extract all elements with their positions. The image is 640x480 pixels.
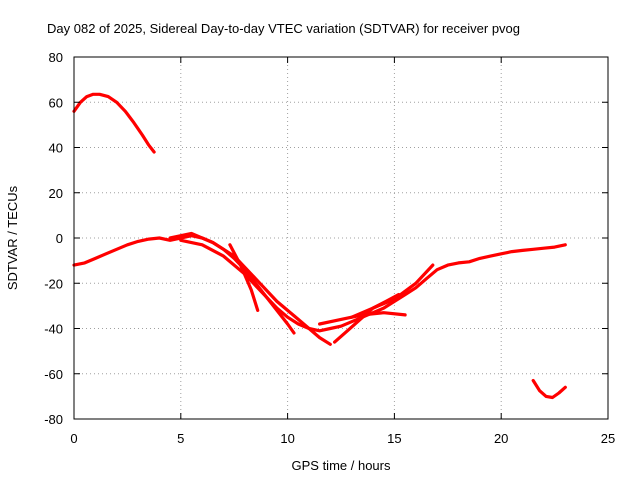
y-axis-label: SDTVAR / TECUs [5, 185, 20, 290]
x-axis-label: GPS time / hours [292, 458, 391, 473]
x-tick-labels: 0 5 10 15 20 25 [70, 431, 615, 446]
series-arc-upper [72, 92, 156, 154]
series-layer [72, 92, 567, 400]
y-tick-label: 80 [49, 50, 63, 65]
x-tick-label: 0 [70, 431, 77, 446]
grid-lines [74, 57, 608, 419]
series-arc-main-7 [350, 263, 435, 319]
y-tick-label: 40 [49, 141, 63, 156]
chart-title: Day 082 of 2025, Sidereal Day-to-day VTE… [47, 21, 520, 36]
series-arc-main-3 [179, 238, 296, 335]
series-arc-main-4 [228, 243, 260, 312]
x-tick-label: 5 [177, 431, 184, 446]
y-tick-label: -60 [44, 367, 63, 382]
y-tick-label: 60 [49, 95, 63, 110]
series-arc-main-2 [168, 231, 332, 346]
series-arc-lower [531, 378, 567, 400]
y-tick-label: 20 [49, 186, 63, 201]
axis-ticks [73, 56, 609, 420]
x-tick-label: 25 [601, 431, 615, 446]
series-arc-main-6 [318, 311, 407, 326]
y-tick-label: -40 [44, 322, 63, 337]
y-tick-label: -80 [44, 412, 63, 427]
series-arc-main-1 [72, 234, 567, 333]
x-tick-label: 20 [494, 431, 508, 446]
x-tick-label: 15 [387, 431, 401, 446]
y-tick-label: 0 [56, 231, 63, 246]
y-tick-labels: -80 -60 -40 -20 0 20 40 60 80 [44, 50, 63, 427]
x-tick-label: 10 [280, 431, 294, 446]
y-tick-label: -20 [44, 276, 63, 291]
